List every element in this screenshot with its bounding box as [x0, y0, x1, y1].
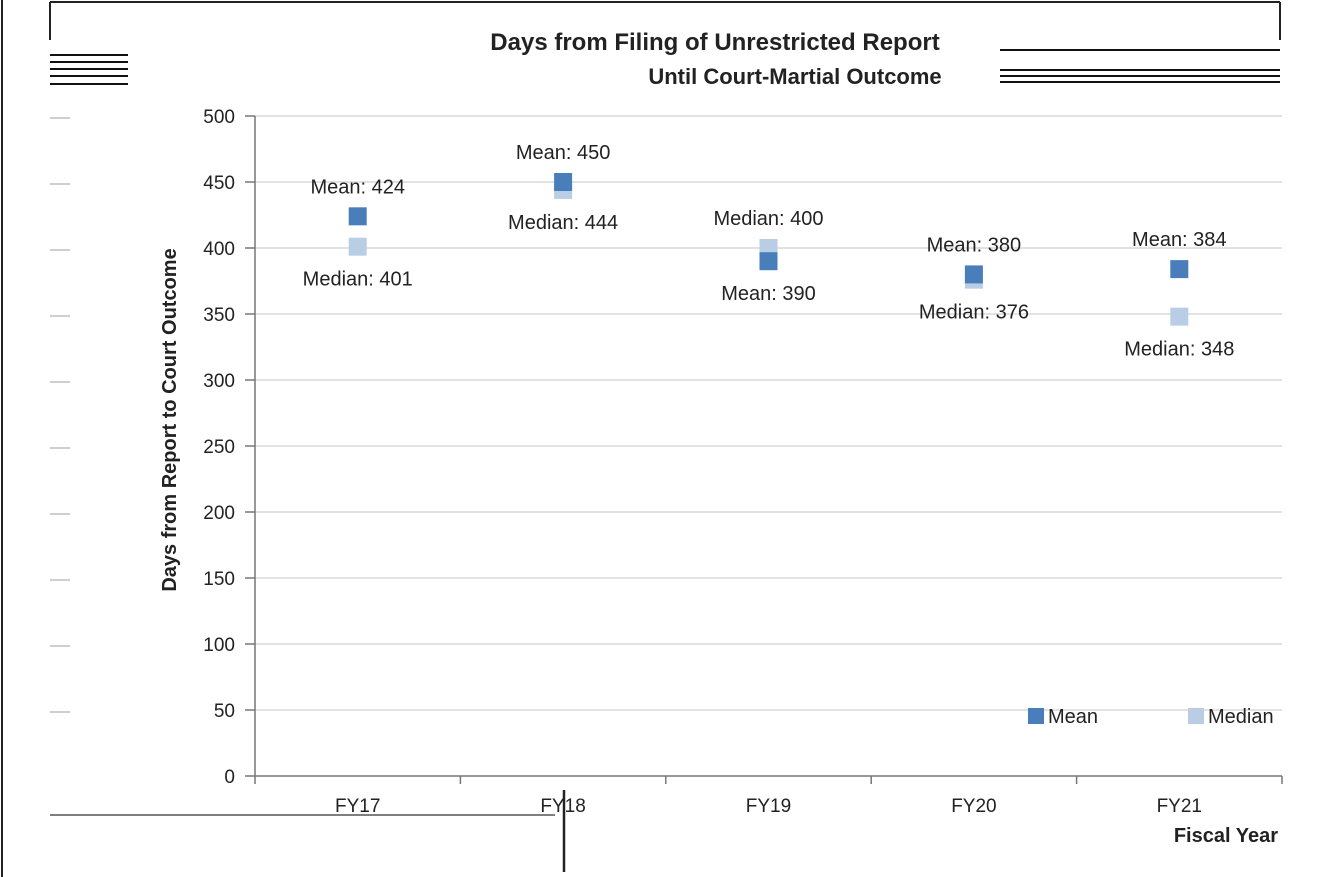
x-tick-label-FY20: FY20	[951, 796, 996, 817]
y-tick-label-250: 250	[203, 437, 235, 458]
y-tick-label-450: 450	[203, 173, 235, 194]
header-rules	[50, 49, 1280, 85]
legend-swatch-median	[1188, 708, 1204, 724]
chart-title: Days from Filing of Unrestricted Report	[490, 29, 939, 56]
mean-label-FY20: Mean: 380	[927, 234, 1022, 256]
median-label-FY18: Median: 444	[508, 212, 618, 234]
median-marker-FY17	[348, 237, 367, 256]
legend-swatch-mean	[1028, 708, 1044, 724]
x-axis-title: Fiscal Year	[1174, 825, 1278, 847]
mean-marker-FY21	[1170, 260, 1189, 279]
x-tick-label-FY21: FY21	[1157, 796, 1202, 817]
y-tick-label-500: 500	[203, 107, 235, 128]
mean-label-FY18: Mean: 450	[516, 142, 611, 164]
legend-label-mean: Mean	[1048, 706, 1098, 728]
y-tick-label-50: 50	[214, 701, 235, 722]
median-marker-FY21	[1170, 307, 1189, 326]
mean-label-FY19: Mean: 390	[721, 283, 816, 305]
left-margin-marks	[50, 117, 70, 713]
mean-label-FY17: Mean: 424	[310, 176, 405, 198]
median-label-FY19: Median: 400	[713, 208, 823, 230]
mean-marker-FY18	[554, 173, 573, 191]
y-tick-label-300: 300	[203, 371, 235, 392]
data-labels: Mean: 424 Median: 401 Mean: 450 Median: 444…	[303, 142, 1235, 361]
mean-marker-FY20	[964, 265, 983, 284]
x-tick-label-FY17: FY17	[335, 796, 380, 817]
legend: Mean Median	[1028, 706, 1274, 728]
mean-marker-FY17	[348, 207, 367, 226]
y-tick-label-150: 150	[203, 569, 235, 590]
mean-label-FY21: Mean: 384	[1132, 229, 1227, 251]
median-label-FY20: Median: 376	[919, 302, 1029, 324]
data-marks	[348, 173, 1189, 326]
chart-subtitle: Until Court-Martial Outcome	[648, 64, 941, 89]
x-tick-label-FY19: FY19	[746, 796, 791, 817]
y-axis-title: Days from Report to Court Outcome	[159, 248, 181, 591]
x-axis: FY17FY18FY19FY20FY21	[254, 116, 1283, 817]
y-tick-label-400: 400	[203, 239, 235, 260]
median-label-FY17: Median: 401	[303, 269, 413, 291]
y-axis-ticks: 0 50 100 150 200 250 300 350 400 450 500	[203, 107, 255, 788]
median-label-FY21: Median: 348	[1124, 339, 1234, 361]
y-tick-label-100: 100	[203, 635, 235, 656]
mean-marker-FY19	[759, 252, 778, 271]
y-tick-label-200: 200	[203, 503, 235, 524]
y-tick-label-0: 0	[224, 767, 235, 788]
y-tick-label-350: 350	[203, 305, 235, 326]
legend-label-median: Median	[1208, 706, 1274, 728]
